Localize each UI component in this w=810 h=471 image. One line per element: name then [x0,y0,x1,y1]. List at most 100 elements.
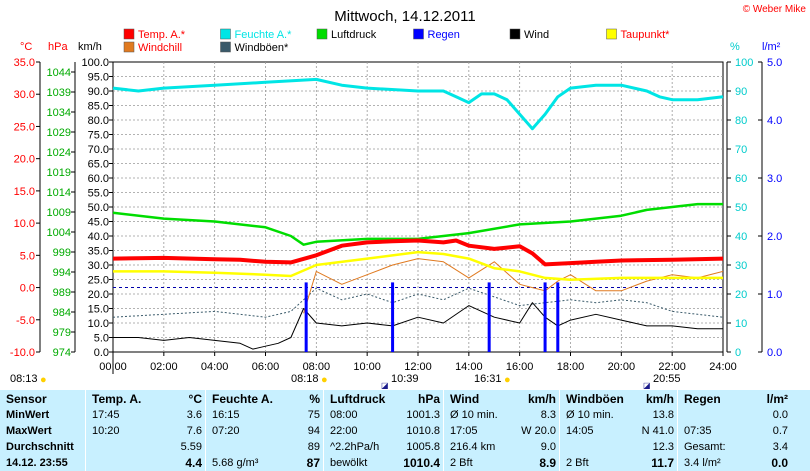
wind-tick-label: 25.0 [88,275,109,287]
stats-header-unit: °C [188,392,202,406]
stats-cell-label: 2 Bft [566,457,589,469]
sunset-icon: ● [504,374,511,386]
pressure-tick-label: 1019 [47,167,71,179]
wind-tick-label: 20.0 [88,289,109,301]
rain-bar [391,282,395,352]
stats-cell-value: 11.7 [651,456,674,470]
x-tick-label: 06:00 [252,361,280,373]
stats-separator [677,390,678,471]
humidity-tick-label: 80 [735,115,747,127]
temp-tick-label: 20.0 [14,154,35,166]
stats-cell-row: 08:00 1001.3 [326,407,444,423]
legend-label: Luftdruck [331,29,377,41]
stats-cell-label: 2 Bft [450,457,473,469]
series-line-tempa [112,238,724,267]
series-line-feuchtea [112,77,724,131]
pressure-tick-label: 1004 [47,227,71,239]
temp-tick-label: 15.0 [14,186,35,198]
stats-column: Temp. A. °C 17:45 3.6 10:20 7.6 5.59 4.4 [85,390,206,471]
stats-cell-value: N 41.0 [641,425,674,437]
pressure-tick-label: 1009 [47,207,71,219]
x-tick-label: 10:00 [353,361,381,373]
stats-cell-label: 08:00 [330,409,358,421]
legend-swatch [413,28,424,40]
stats-label-min: MinWert [6,409,50,421]
stats-separator [85,390,86,471]
wind-tick-label: 65.0 [88,159,109,171]
rain-tick-label: 4.0 [767,115,782,127]
stats-cell-row: 22:00 1010.8 [326,423,444,439]
series-line-windchill [303,258,724,314]
axis-unit-pressure: hPa [48,41,68,53]
stats-cell-row: 4.4 [88,455,206,471]
series-line-luftdruck [112,202,723,246]
stats-cell-label: 07:20 [212,425,240,437]
stats-cell-row: 3.4 l/m² 0.0 [680,455,792,471]
legend-label: Regen [428,29,460,41]
stats-cell-label: bewölkt [330,457,368,469]
stats-header-unit: hPa [417,392,440,406]
pressure-tick-label: 1029 [47,127,71,139]
wind-tick-label: 35.0 [88,246,109,258]
wind-tick-label: 95.0 [88,72,109,84]
humidity-tick-label: 100 [735,57,753,69]
temp-tick-label: 35.0 [14,57,35,69]
stats-header-unit: km/h [527,392,556,406]
stats-cell-label: Ø 10 min. [566,409,614,421]
series-line-wind [113,302,723,350]
legend-label: Feuchte A.* [235,29,293,41]
stats-cell-label: 5.68 g/m³ [212,457,259,469]
x-tick-label: 24:00 [709,361,737,373]
stats-column-header: Feuchte A.% [208,391,324,407]
wind-tick-label: 40.0 [88,231,109,243]
wind-tick-label: 30.0 [88,260,109,272]
wind-tick-label: 100.0 [81,57,109,69]
stats-cell-value: 0.7 [772,425,788,437]
temp-tick-label: 0.0 [20,283,35,295]
series-line-taupunkt [113,250,723,282]
x-tick-label: 18:00 [557,361,585,373]
temp-tick-label: 5.0 [20,250,35,262]
pressure-tick-label: 984 [53,307,71,319]
stats-cell-value: 8.9 [539,456,556,470]
humidity-tick-label: 60 [735,173,747,185]
axis-unit-temp: °C [20,41,32,53]
stats-cell-label: 216.4 km [450,441,496,453]
stats-cell-label: 17:45 [92,409,120,421]
stats-cell-value: 8.3 [540,409,556,421]
rain-tick-label: 0.0 [767,347,782,359]
wind-tick-label: 70.0 [88,144,109,156]
stats-cell-value: 1005.8 [406,441,440,453]
stats-column-header: Regen l/m² [680,391,792,407]
temp-tick-label: 10.0 [14,218,35,230]
humidity-tick-label: 70 [735,144,747,156]
stats-cell-row: 07:20 94 [208,423,324,439]
wind-tick-label: 55.0 [88,188,109,200]
rain-tick-label: 2.0 [767,231,782,243]
x-tick-label: 02:00 [150,361,178,373]
legend-label: Windchill [138,42,182,54]
stats-cell-row: 2 Bft 11.7 [562,455,678,471]
moonrise-icon: ◪ [381,381,389,390]
x-tick-label: 20:00 [608,361,636,373]
rain-tick-label: 5.0 [767,57,782,69]
stats-cell-value: 3.6 [186,409,202,421]
legend-swatch [509,28,521,40]
wind-tick-label: 15.0 [88,304,109,316]
stats-header-label: Luftdruck [330,392,386,406]
stats-label-current: 14.12. 23:55 [6,457,68,469]
pressure-tick-label: 974 [53,347,71,359]
x-tick-label: 22:00 [658,361,686,373]
pressure-tick-label: 999 [53,247,71,259]
stats-cell-label: 14:05 [566,425,594,437]
sun-icon: ● [40,374,47,386]
stats-header-unit: l/m² [766,392,788,406]
stats-cell-label: 22:00 [330,425,358,437]
stats-separator [443,390,444,471]
stats-cell-value: 1001.3 [406,409,440,421]
stats-cell-value: 4.4 [185,456,202,470]
stats-cell-label: 10:20 [92,425,120,437]
moonset-icon: ◪ [643,381,651,390]
stats-cell-row: 12.3 [562,439,678,455]
stats-label-max: MaxWert [6,425,52,437]
